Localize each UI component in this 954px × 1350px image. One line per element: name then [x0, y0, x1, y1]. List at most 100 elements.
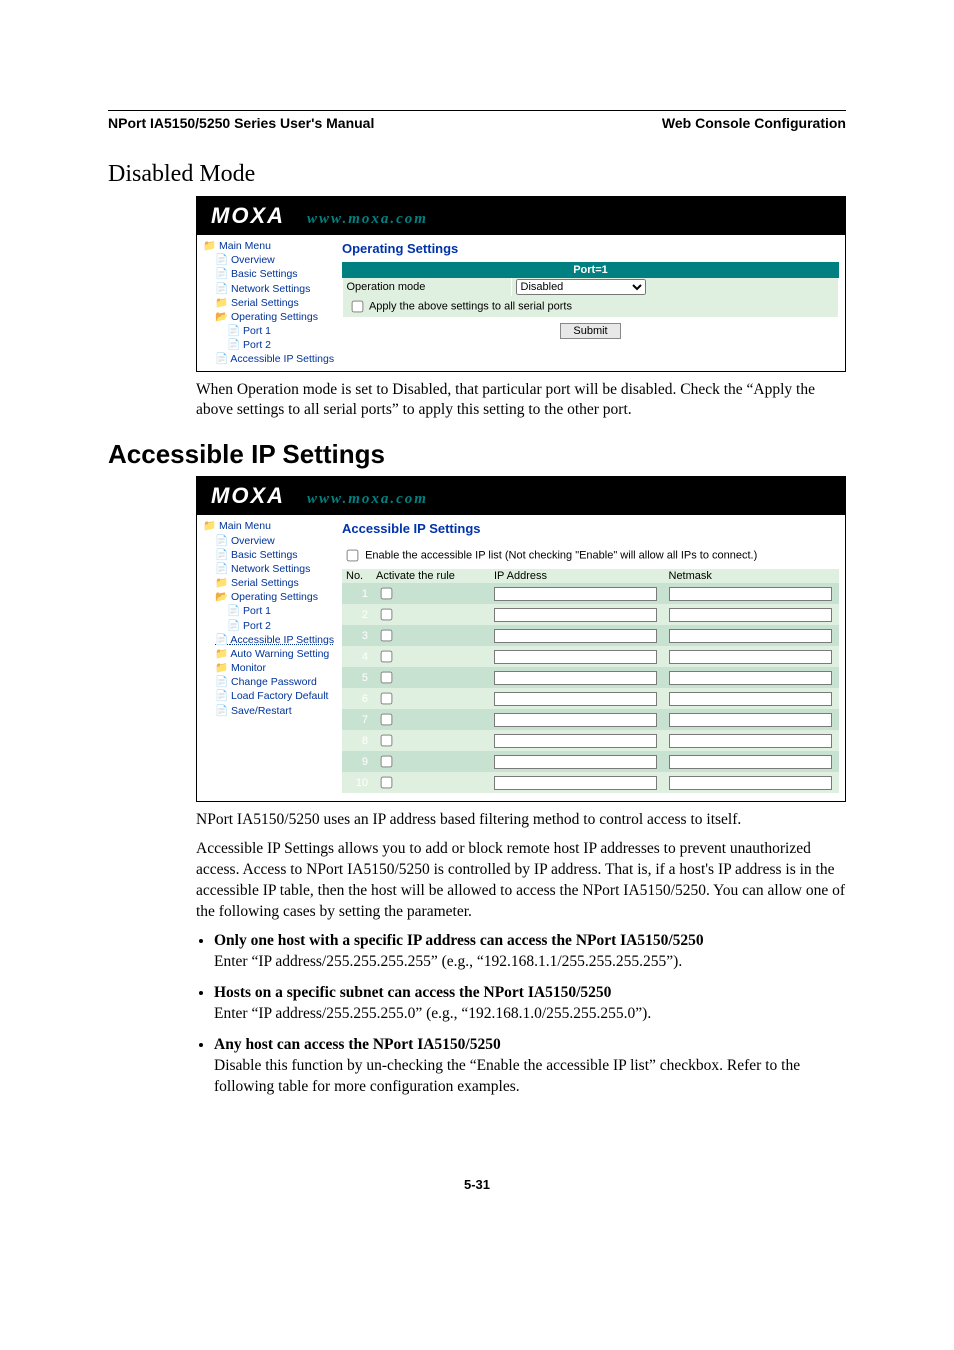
tree-monitor[interactable]: 📁 Monitor — [199, 661, 334, 675]
activate-cell — [372, 709, 490, 730]
activate-cell — [372, 730, 490, 751]
ip-address-input[interactable] — [494, 650, 657, 664]
netmask-input[interactable] — [669, 734, 832, 748]
header-rule — [108, 110, 846, 111]
tree-network-settings[interactable]: 📄 Network Settings — [199, 562, 334, 576]
nav-tree: 📁 Main Menu 📄 Overview 📄 Basic Settings … — [197, 515, 336, 801]
ip-cell — [490, 772, 665, 793]
netmask-input[interactable] — [669, 692, 832, 706]
moxa-url: www.moxa.com — [307, 491, 428, 508]
netmask-cell — [665, 772, 840, 793]
operation-mode-select[interactable]: Disabled — [516, 279, 646, 295]
para-ip-filter: NPort IA5150/5250 uses an IP address bas… — [196, 810, 846, 831]
table-row: 1 — [342, 583, 839, 604]
col-netmask: Netmask — [665, 569, 840, 583]
ip-cell — [490, 625, 665, 646]
activate-rule-checkbox[interactable] — [381, 735, 393, 747]
col-ip: IP Address — [490, 569, 665, 583]
tree-change-password[interactable]: 📄 Change Password — [199, 675, 334, 689]
ip-address-input[interactable] — [494, 776, 657, 790]
para-disabled-explain: When Operation mode is set to Disabled, … — [196, 380, 846, 422]
tree-overview[interactable]: 📄 Overview — [199, 253, 334, 267]
activate-rule-checkbox[interactable] — [381, 777, 393, 789]
table-row: 9 — [342, 751, 839, 772]
tree-basic-settings[interactable]: 📄 Basic Settings — [199, 548, 334, 562]
netmask-input[interactable] — [669, 755, 832, 769]
tree-auto-warning[interactable]: 📁 Auto Warning Setting — [199, 647, 334, 661]
tree-serial-settings[interactable]: 📁 Serial Settings — [199, 296, 334, 310]
tree-port2[interactable]: 📄 Port 2 — [199, 338, 334, 352]
tree-main-menu[interactable]: 📁 Main Menu — [199, 519, 334, 533]
panel-accessible-ip: Accessible IP Settings Enable the access… — [336, 515, 845, 801]
tree-basic-settings[interactable]: 📄 Basic Settings — [199, 267, 334, 281]
activate-rule-checkbox[interactable] — [381, 609, 393, 621]
netmask-input[interactable] — [669, 608, 832, 622]
apply-all-checkbox[interactable] — [351, 301, 363, 313]
table-row: 3 — [342, 625, 839, 646]
tree-overview[interactable]: 📄 Overview — [199, 534, 334, 548]
enable-ip-list-checkbox[interactable] — [347, 550, 359, 562]
ip-cell — [490, 751, 665, 772]
tree-network-settings[interactable]: 📄 Network Settings — [199, 282, 334, 296]
ip-address-input[interactable] — [494, 713, 657, 727]
table-row: 7 — [342, 709, 839, 730]
tree-accessible-ip[interactable]: 📄 Accessible IP Settings — [199, 633, 334, 647]
activate-rule-checkbox[interactable] — [381, 693, 393, 705]
table-row: 10 — [342, 772, 839, 793]
ip-address-input[interactable] — [494, 692, 657, 706]
activate-rule-checkbox[interactable] — [381, 651, 393, 663]
tree-main-menu[interactable]: 📁 Main Menu — [199, 239, 334, 253]
netmask-input[interactable] — [669, 650, 832, 664]
activate-rule-checkbox[interactable] — [381, 672, 393, 684]
netmask-input[interactable] — [669, 671, 832, 685]
ip-cell — [490, 709, 665, 730]
nav-tree: 📁 Main Menu 📄 Overview 📄 Basic Settings … — [197, 235, 336, 371]
table-row: 4 — [342, 646, 839, 667]
header-left: NPort IA5150/5250 Series User's Manual — [108, 115, 374, 131]
ip-address-input[interactable] — [494, 608, 657, 622]
tree-operating-settings[interactable]: 📂 Operating Settings — [199, 310, 334, 324]
ip-address-input[interactable] — [494, 629, 657, 643]
netmask-input[interactable] — [669, 776, 832, 790]
ip-address-input[interactable] — [494, 734, 657, 748]
netmask-cell — [665, 688, 840, 709]
panel-operating-settings: Operating Settings Port=1 Operation mode… — [336, 235, 845, 371]
tree-port1[interactable]: 📄 Port 1 — [199, 324, 334, 338]
moxa-banner: MOXA www.moxa.com — [197, 477, 845, 515]
submit-button[interactable]: Submit — [560, 323, 620, 339]
activate-rule-checkbox[interactable] — [381, 630, 393, 642]
tree-save-restart[interactable]: 📄 Save/Restart — [199, 704, 334, 718]
activate-rule-checkbox[interactable] — [381, 756, 393, 768]
bullet-list: Only one host with a specific IP address… — [196, 931, 846, 1097]
moxa-logo: MOXA — [211, 483, 285, 509]
apply-row: Apply the above settings to all serial p… — [343, 296, 839, 317]
tree-accessible-ip[interactable]: 📄 Accessible IP Settings — [199, 352, 334, 366]
netmask-input[interactable] — [669, 629, 832, 643]
netmask-input[interactable] — [669, 713, 832, 727]
activate-cell — [372, 772, 490, 793]
ip-address-input[interactable] — [494, 671, 657, 685]
tree-operating-settings[interactable]: 📂 Operating Settings — [199, 590, 334, 604]
ip-cell — [490, 667, 665, 688]
activate-rule-checkbox[interactable] — [381, 714, 393, 726]
activate-cell — [372, 583, 490, 604]
row-number: 7 — [342, 709, 372, 730]
ip-cell — [490, 730, 665, 751]
ip-cell — [490, 688, 665, 709]
row-number: 4 — [342, 646, 372, 667]
col-no: No. — [342, 569, 372, 583]
activate-rule-checkbox[interactable] — [381, 588, 393, 600]
panel-title: Operating Settings — [342, 241, 839, 256]
row-number: 8 — [342, 730, 372, 751]
tree-port1[interactable]: 📄 Port 1 — [199, 604, 334, 618]
tree-port2[interactable]: 📄 Port 2 — [199, 619, 334, 633]
ip-address-input[interactable] — [494, 587, 657, 601]
table-row: 5 — [342, 667, 839, 688]
row-number: 9 — [342, 751, 372, 772]
ip-address-input[interactable] — [494, 755, 657, 769]
netmask-input[interactable] — [669, 587, 832, 601]
moxa-logo: MOXA — [211, 203, 285, 229]
row-number: 5 — [342, 667, 372, 688]
tree-load-factory-default[interactable]: 📄 Load Factory Default — [199, 689, 334, 703]
tree-serial-settings[interactable]: 📁 Serial Settings — [199, 576, 334, 590]
